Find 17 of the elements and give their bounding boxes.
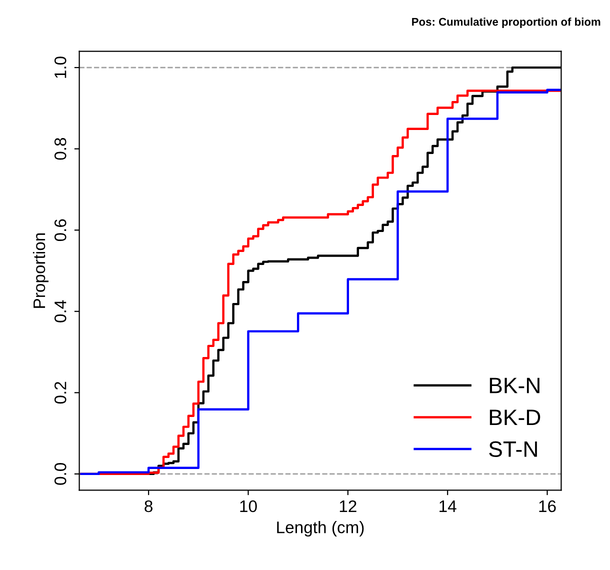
y-tick-label: 1.0 bbox=[54, 56, 66, 78]
y-tick-label: 0.8 bbox=[54, 138, 66, 160]
x-tick-label: 10 bbox=[240, 500, 257, 512]
chart-title: Pos: Cumulative proportion of biom bbox=[412, 18, 600, 28]
x-tick-label: 8 bbox=[144, 500, 152, 512]
legend-label: BK-N bbox=[490, 378, 540, 394]
y-axis-title: Proportion bbox=[32, 233, 48, 308]
x-axis-title: Length (cm) bbox=[277, 521, 364, 537]
legend-label: ST-N bbox=[489, 441, 537, 458]
y-tick-label: 0.4 bbox=[54, 300, 66, 322]
y-tick-label: 0.0 bbox=[54, 463, 66, 485]
x-tick-label: 14 bbox=[440, 500, 456, 512]
x-tick-label: 12 bbox=[340, 500, 356, 512]
y-tick-label: 0.6 bbox=[54, 219, 66, 242]
legend-label: BK-D bbox=[490, 410, 540, 425]
x-tick-label: 16 bbox=[539, 500, 556, 512]
y-tick-label: 0.2 bbox=[54, 382, 66, 404]
